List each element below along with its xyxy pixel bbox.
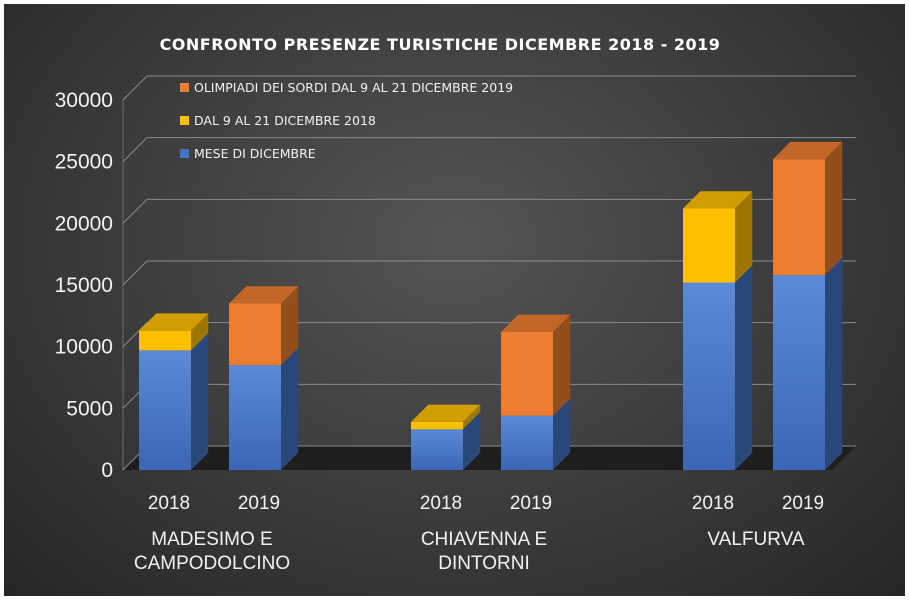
gridline bbox=[122, 137, 856, 163]
y-tick-label: 5000 bbox=[66, 397, 113, 420]
legend-swatch bbox=[180, 116, 189, 125]
bar-madesimo-e-campodolcino-2019-mese-di-dicembre bbox=[229, 347, 299, 470]
bar-valfurva-2018-dal-9-al-21-dicembre-2018 bbox=[683, 191, 753, 283]
bar-side-face bbox=[281, 286, 299, 366]
bar-side-face bbox=[553, 398, 571, 470]
bar-front-face bbox=[411, 429, 463, 470]
x-category-label: DINTORNI bbox=[438, 553, 529, 574]
y-tick-label: 25000 bbox=[55, 151, 113, 174]
legend-item-dal-9-al-21-dicembre-2018: DAL 9 AL 21 DICEMBRE 2018 bbox=[180, 113, 376, 128]
legend-label: DAL 9 AL 21 DICEMBRE 2018 bbox=[194, 113, 376, 128]
bar-madesimo-e-campodolcino-2019-olimpiadi-dei-sordi-dal-9-al-21-dicembre-2019 bbox=[229, 286, 299, 366]
bar-front-face bbox=[501, 415, 553, 470]
bar-front-face bbox=[229, 365, 281, 470]
gridline bbox=[122, 75, 856, 101]
bar-side-face bbox=[191, 333, 209, 470]
gridline bbox=[122, 260, 856, 286]
bar-front-face bbox=[139, 330, 191, 351]
bar-top-face bbox=[773, 141, 843, 160]
bar-front-face bbox=[411, 421, 463, 430]
bar-side-face bbox=[463, 412, 481, 470]
x-category-label: CAMPODOLCINO bbox=[134, 553, 290, 574]
x-tick-label-year: 2018 bbox=[420, 493, 462, 514]
x-category-label: MADESIMO E bbox=[151, 529, 272, 550]
y-tick-label: 15000 bbox=[55, 274, 113, 297]
bar-side-face bbox=[463, 404, 481, 430]
legend: OLIMPIADI DEI SORDI DAL 9 AL 21 DICEMBRE… bbox=[180, 80, 513, 161]
legend-label: MESE DI DICEMBRE bbox=[194, 146, 316, 161]
x-tick-label-year: 2019 bbox=[510, 493, 552, 514]
legend-swatch bbox=[180, 149, 189, 158]
x-tick-label-year: 2018 bbox=[148, 493, 190, 514]
x-tick-label-year: 2019 bbox=[782, 493, 824, 514]
legend-item-mese-di-dicembre: MESE DI DICEMBRE bbox=[180, 146, 316, 161]
bar-front-face bbox=[773, 275, 825, 470]
bar-chart: CONFRONTO PRESENZE TURISTICHE DICEMBRE 2… bbox=[55, 35, 856, 574]
bar-madesimo-e-campodolcino-2018-dal-9-al-21-dicembre-2018 bbox=[139, 313, 209, 351]
bar-chiavenna-e-dintorni-2019-olimpiadi-dei-sordi-dal-9-al-21-dicembre-2019 bbox=[501, 314, 571, 416]
bar-side-face bbox=[735, 265, 753, 470]
bar-front-face bbox=[683, 208, 735, 283]
bar-top-face bbox=[139, 313, 209, 331]
bar-valfurva-2019-olimpiadi-dei-sordi-dal-9-al-21-dicembre-2019 bbox=[773, 141, 843, 276]
bar-front-face bbox=[501, 331, 553, 416]
x-tick-label-year: 2018 bbox=[692, 493, 734, 514]
bar-side-face bbox=[553, 314, 571, 416]
y-tick-label: 0 bbox=[101, 459, 113, 482]
bars bbox=[139, 141, 843, 470]
bar-front-face bbox=[773, 159, 825, 276]
bar-top-face bbox=[411, 404, 481, 422]
y-tick-label: 30000 bbox=[55, 89, 113, 112]
bar-chiavenna-e-dintorni-2018-dal-9-al-21-dicembre-2018 bbox=[411, 404, 481, 430]
y-tick-label: 10000 bbox=[55, 336, 113, 359]
bar-valfurva-2018-mese-di-dicembre bbox=[683, 265, 753, 470]
bar-side-face bbox=[735, 191, 753, 283]
x-category-label: CHIAVENNA E bbox=[421, 529, 547, 550]
bar-front-face bbox=[683, 282, 735, 470]
bar-side-face bbox=[191, 313, 209, 351]
legend-swatch bbox=[180, 83, 189, 92]
chart-frame: CONFRONTO PRESENZE TURISTICHE DICEMBRE 2… bbox=[4, 4, 905, 596]
bar-madesimo-e-campodolcino-2018-mese-di-dicembre bbox=[139, 333, 209, 470]
bar-valfurva-2019-mese-di-dicembre bbox=[773, 257, 843, 470]
bar-side-face bbox=[281, 347, 299, 470]
legend-item-olimpiadi-dei-sordi-dal-9-al-21-dicembre-2019: OLIMPIADI DEI SORDI DAL 9 AL 21 DICEMBRE… bbox=[180, 80, 513, 95]
x-axis-labels: 2018 2019 MADESIMO E CAMPODOLCINO 2018 2019 CH… bbox=[134, 493, 824, 574]
y-axis: 0 5000 10000 15000 20000 25000 30000 bbox=[55, 89, 113, 482]
x-tick-label-year: 2019 bbox=[238, 493, 280, 514]
bar-side-face bbox=[825, 141, 843, 276]
bar-front-face bbox=[229, 303, 281, 366]
gridline bbox=[122, 198, 856, 224]
y-tick-label: 20000 bbox=[55, 212, 113, 235]
bar-top-face bbox=[229, 286, 299, 304]
bar-top-face bbox=[501, 314, 571, 332]
legend-label: OLIMPIADI DEI SORDI DAL 9 AL 21 DICEMBRE… bbox=[194, 80, 513, 95]
x-category-label: VALFURVA bbox=[707, 529, 804, 550]
bar-side-face bbox=[825, 257, 843, 470]
bar-top-face bbox=[683, 191, 753, 209]
bar-front-face bbox=[139, 350, 191, 470]
chart-floor bbox=[123, 446, 856, 470]
chart-title: CONFRONTO PRESENZE TURISTICHE DICEMBRE 2… bbox=[160, 35, 721, 54]
